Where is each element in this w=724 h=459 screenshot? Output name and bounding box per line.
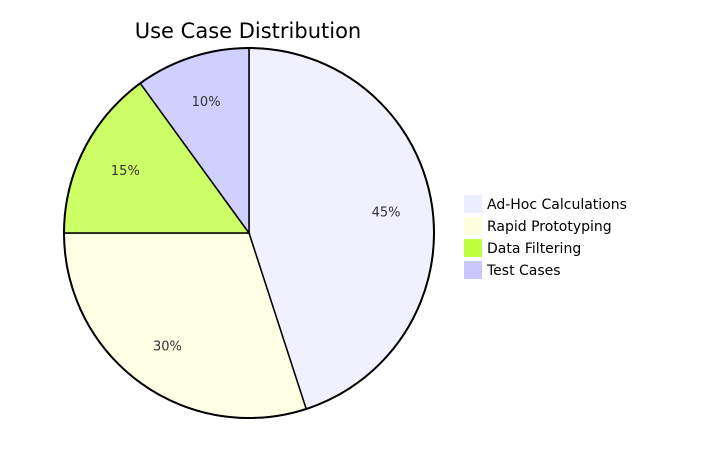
chart-title: Use Case Distribution [135,19,362,43]
pie-slice-label: 45% [372,205,401,220]
pie-slice-label: 10% [192,95,221,110]
legend: Ad-Hoc Calculations Rapid Prototyping Data… [464,195,627,279]
legend-label: Data Filtering [487,241,581,257]
legend-label: Rapid Prototyping [487,219,612,235]
legend-swatch [464,217,482,235]
legend-label: Test Cases [486,263,561,279]
pie-slice-labels: 45% 30% 15% 10% [111,95,401,354]
legend-label: Ad-Hoc Calculations [487,197,627,213]
pie-slice-label: 30% [153,339,182,354]
legend-swatch [464,239,482,257]
legend-swatch [464,195,482,213]
pie-outline [63,47,435,419]
pie-slices [63,47,435,419]
legend-swatch [464,261,482,279]
pie-slice-label: 15% [111,164,140,179]
